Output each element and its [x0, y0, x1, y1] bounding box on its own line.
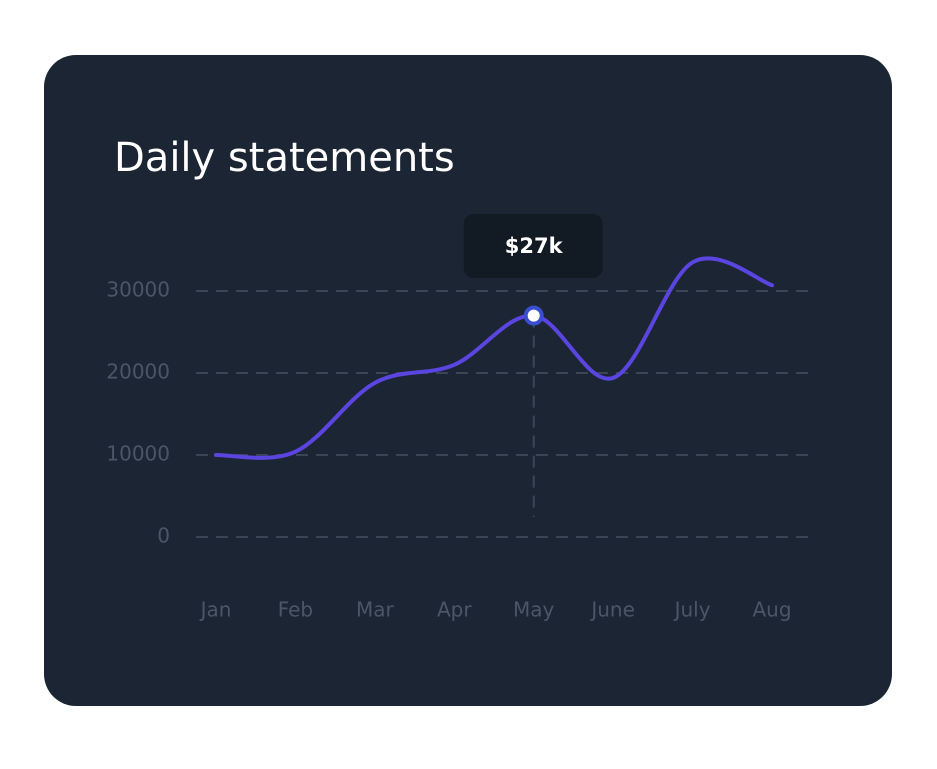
tooltip-box: [463, 214, 603, 278]
x-tick-label: Mar: [356, 598, 395, 622]
x-tick-label: Aug: [752, 598, 791, 622]
card: [44, 55, 892, 706]
highlight-point: [523, 305, 544, 326]
x-tick-label: June: [589, 598, 635, 622]
chart-title: Daily statements: [114, 135, 455, 181]
x-tick-label: Apr: [437, 598, 472, 622]
y-tick-label: 30000: [106, 278, 170, 302]
tooltip-label: $27k: [505, 234, 564, 258]
y-tick-label: 10000: [106, 442, 170, 466]
x-tick-label: Jan: [199, 598, 232, 622]
y-tick-label: 20000: [106, 360, 170, 384]
x-tick-label: July: [673, 598, 711, 622]
x-tick-label: Feb: [278, 598, 313, 622]
line: [214, 256, 774, 460]
x-tick-label: May: [513, 598, 555, 622]
y-tick-label: 0: [157, 524, 170, 548]
